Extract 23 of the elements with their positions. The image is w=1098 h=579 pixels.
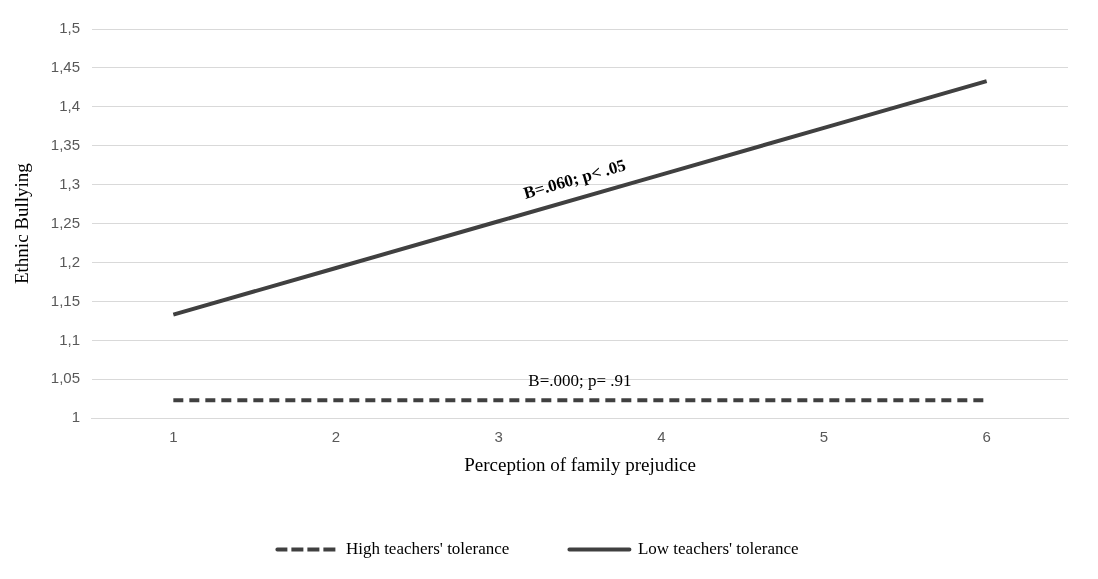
y-tick-label: 1,15 [50, 291, 80, 309]
y-tick-label: 1,25 [50, 213, 80, 231]
x-tick-label: 5 [819, 428, 829, 446]
y-axis-title: Ethnic Bullying [11, 162, 33, 285]
y-tick-label: 1 [71, 408, 80, 426]
x-tick-label: 3 [494, 428, 503, 446]
annotation: B=.000; p= .91 [528, 371, 632, 391]
y-tick-label: 1,35 [50, 135, 80, 153]
x-axis-title: Perception of family prejudice [464, 453, 696, 475]
legend-label: Low teachers' tolerance [637, 538, 799, 558]
y-tick-label: 1,2 [59, 252, 80, 270]
x-tick-label: 4 [657, 428, 666, 446]
y-tick-label: 1,5 [59, 19, 80, 37]
y-tick-label: 1,3 [59, 174, 80, 192]
x-tick-label: 2 [331, 428, 341, 446]
x-tick-label: 6 [982, 428, 991, 446]
y-tick-label: 1,1 [59, 330, 80, 348]
legend-label: High teachers' tolerance [345, 538, 510, 558]
x-tick-label: 1 [169, 428, 178, 446]
annotation: B=.060; p< .05 [521, 155, 628, 203]
y-tick-label: 1,05 [50, 369, 80, 387]
y-tick-label: 1,4 [59, 96, 80, 114]
y-tick-label: 1,45 [50, 58, 80, 76]
